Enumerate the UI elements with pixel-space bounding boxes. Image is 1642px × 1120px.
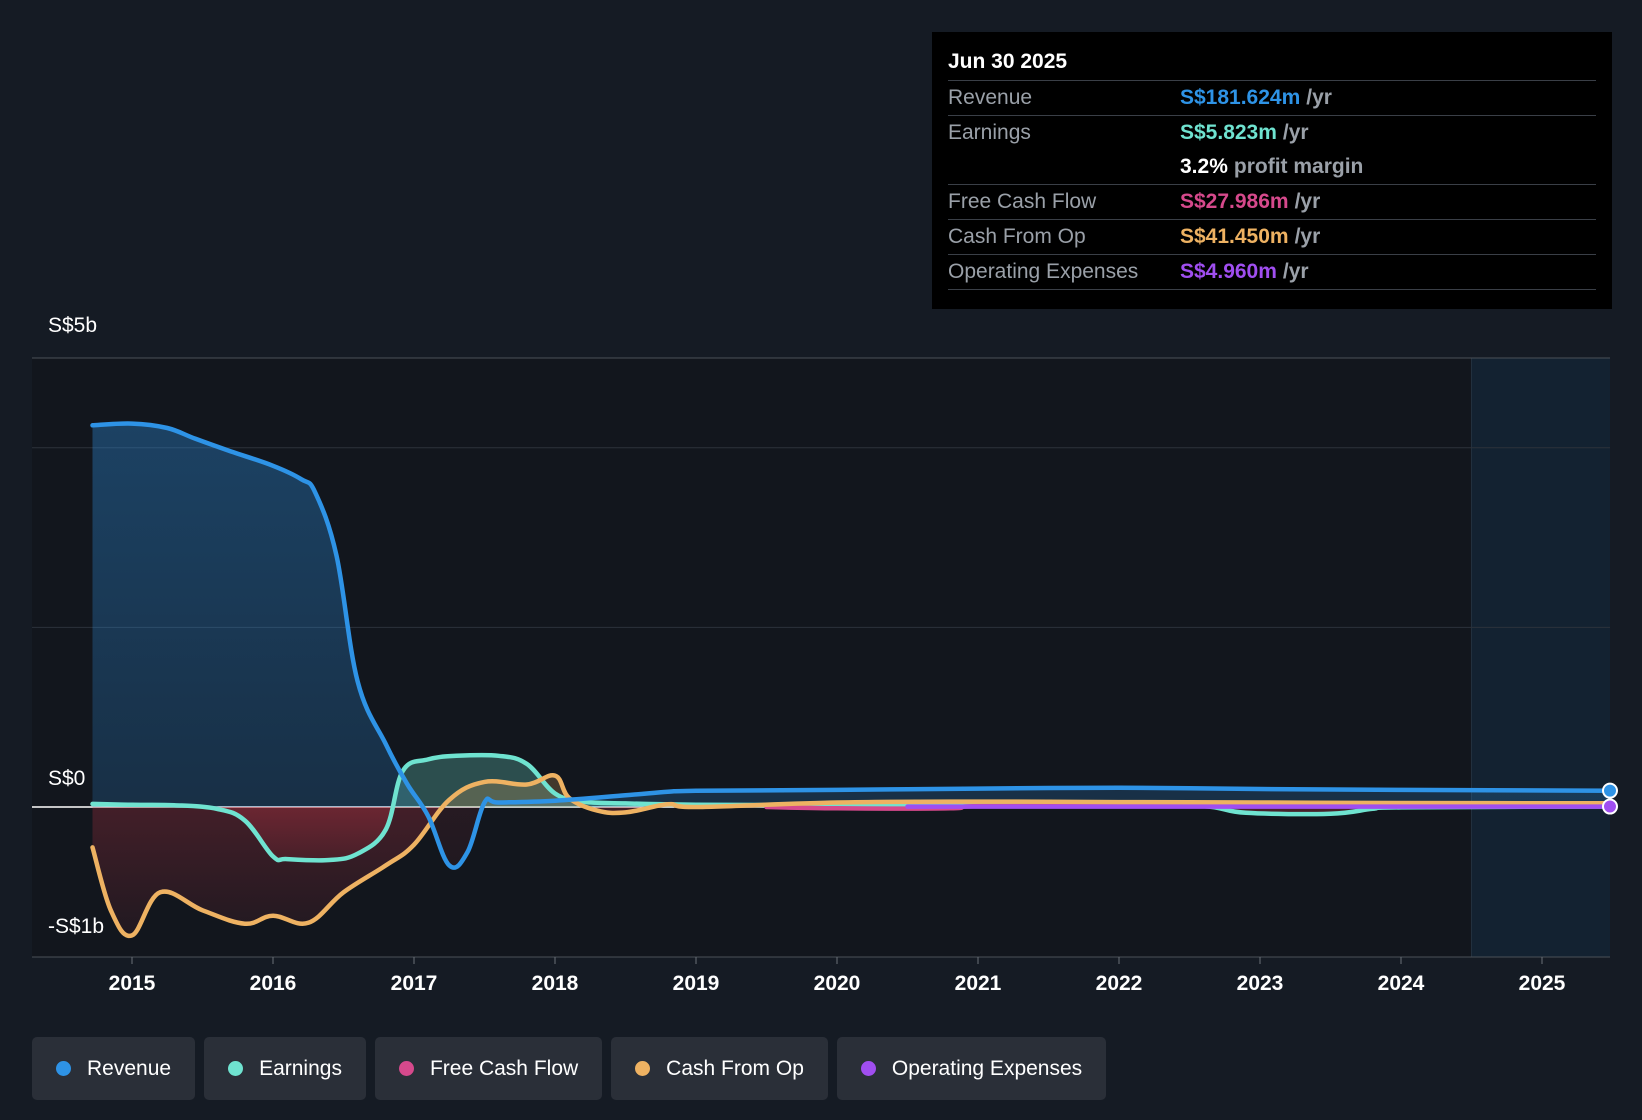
- x-tick-label: 2021: [955, 972, 1002, 995]
- revenue-end-marker: [1602, 782, 1618, 799]
- x-tick-label: 2020: [814, 972, 861, 995]
- tooltip-value-revenue: S$181.624m: [1180, 86, 1301, 109]
- tooltip-label: Revenue: [948, 86, 1033, 109]
- earnings-dot-icon: [228, 1061, 244, 1076]
- chart-legend: Revenue Earnings Free Cash Flow Cash Fro…: [32, 1037, 1107, 1100]
- tooltip-date: Jun 30 2025: [948, 44, 1596, 81]
- tooltip-row-operating-expenses: Operating Expenses S$4.960m /yr: [948, 255, 1596, 290]
- legend-label: Cash From Op: [666, 1056, 804, 1080]
- free-cash-flow-dot-icon: [398, 1061, 414, 1076]
- earnings-area-positive: [92, 755, 1613, 807]
- cash-from-op-dot-icon: [635, 1061, 651, 1076]
- earnings-line: [90, 752, 1615, 863]
- tooltip-label: Cash From Op: [948, 225, 1086, 248]
- revenue-dot-icon: [56, 1061, 71, 1076]
- cash-from-op-area-positive: [92, 775, 1613, 807]
- legend-item-cash-from-op[interactable]: Cash From Op: [611, 1037, 828, 1100]
- tooltip-value-profit-margin: 3.2%: [1180, 155, 1228, 178]
- tooltip-value-cash-from-op: S$41.450m: [1180, 225, 1289, 248]
- y-tick-label: S$5b: [48, 314, 97, 337]
- revenue-line: [90, 421, 1615, 870]
- operating-expenses-dot-icon: [860, 1061, 876, 1076]
- y-tick-label: -S$1b: [48, 915, 104, 938]
- tooltip-value-operating-expenses: S$4.960m: [1180, 260, 1277, 283]
- tooltip-unit: /yr: [1282, 121, 1309, 144]
- x-tick-label: 2022: [1096, 972, 1143, 995]
- legend-item-free-cash-flow[interactable]: Free Cash Flow: [374, 1037, 603, 1100]
- x-tick-label: 2018: [532, 972, 579, 995]
- forecast-region: [1471, 358, 1610, 957]
- tooltip-row-revenue: Revenue S$181.624m /yr: [948, 81, 1596, 116]
- tooltip-unit: /yr: [1306, 86, 1332, 109]
- tooltip-value-free-cash-flow: S$27.986m: [1180, 190, 1289, 213]
- tooltip-unit: /yr: [1282, 260, 1309, 283]
- x-tick-label: 2025: [1519, 972, 1566, 995]
- tooltip-unit: /yr: [1294, 225, 1321, 248]
- x-tick-label: 2016: [250, 972, 297, 995]
- legend-item-earnings[interactable]: Earnings: [204, 1037, 366, 1100]
- x-tick-label: 2017: [391, 972, 438, 995]
- legend-item-revenue[interactable]: Revenue: [32, 1037, 196, 1100]
- tooltip-panel: Jun 30 2025 Revenue S$181.624m /yr Earni…: [932, 32, 1612, 309]
- x-tick-label: 2023: [1237, 972, 1284, 995]
- tooltip-row-earnings: Earnings S$5.823m /yr: [948, 116, 1596, 150]
- legend-label: Revenue: [87, 1056, 172, 1080]
- tooltip-label: [948, 150, 1180, 184]
- tooltip-label: Free Cash Flow: [948, 190, 1097, 213]
- x-tick-label: 2024: [1378, 972, 1425, 995]
- cash-from-op-line: [90, 772, 1615, 939]
- x-tick-label: 2015: [109, 972, 156, 995]
- tooltip-label: Earnings: [948, 121, 1031, 144]
- tooltip-value-earnings: S$5.823m: [1180, 121, 1277, 144]
- tooltip-row-profit-margin: 3.2% profit margin: [948, 150, 1596, 185]
- tooltip-unit: /yr: [1294, 190, 1321, 213]
- y-tick-label: S$0: [48, 767, 85, 790]
- tooltip-label: Operating Expenses: [948, 260, 1139, 283]
- tooltip-row-free-cash-flow: Free Cash Flow S$27.986m /yr: [948, 185, 1596, 220]
- legend-label: Free Cash Flow: [429, 1056, 579, 1080]
- legend-item-operating-expenses[interactable]: Operating Expenses: [836, 1037, 1107, 1100]
- tooltip-unit: profit margin: [1233, 155, 1364, 178]
- operating-expenses-end-marker: [1602, 798, 1618, 815]
- revenue-area-positive: [92, 423, 1613, 807]
- legend-label: Operating Expenses: [891, 1056, 1083, 1080]
- tooltip-row-cash-from-op: Cash From Op S$41.450m /yr: [948, 220, 1596, 255]
- x-tick-label: 2019: [673, 972, 720, 995]
- legend-label: Earnings: [259, 1056, 342, 1080]
- revenue-area-negative: [92, 807, 1613, 868]
